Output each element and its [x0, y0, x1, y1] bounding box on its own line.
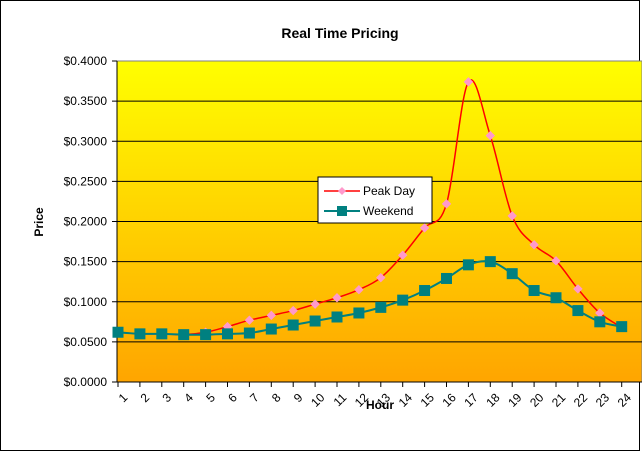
x-tick-label: 6 — [225, 390, 240, 405]
legend-label: Weekend — [363, 204, 413, 218]
data-point-peak-day — [441, 199, 452, 209]
x-tick-label: 5 — [203, 390, 218, 405]
x-tick-label: 1 — [116, 390, 131, 405]
data-point-peak-day — [288, 305, 298, 316]
y-axis-title: Price — [32, 207, 46, 237]
x-tick-label: 19 — [505, 390, 525, 410]
legend-marker-square — [337, 206, 347, 216]
data-point-weekend — [265, 323, 277, 335]
data-point-weekend — [397, 294, 409, 306]
legend-label: Peak Day — [363, 184, 415, 198]
x-tick-label: 22 — [571, 390, 591, 410]
data-point-weekend — [222, 328, 233, 340]
data-point-peak-day — [244, 315, 255, 325]
x-tick-label: 23 — [593, 390, 613, 410]
data-point-weekend — [331, 311, 343, 323]
x-tick-label: 9 — [291, 390, 306, 405]
x-tick-label: 7 — [247, 390, 262, 405]
x-tick-label: 18 — [483, 390, 503, 410]
data-point-weekend — [572, 305, 584, 317]
x-tick-label: 16 — [439, 390, 459, 410]
x-tick-label: 17 — [461, 390, 481, 410]
data-point-weekend — [200, 329, 212, 341]
chart-title: Real Time Pricing — [281, 25, 398, 41]
data-point-weekend — [419, 285, 431, 297]
y-axis-ticks: $0.0000 $0.0500 $0.1000 $0.1500 $0.2000 $0.25… — [64, 54, 117, 389]
x-tick-label: 11 — [331, 390, 350, 409]
x-tick-label: 21 — [549, 390, 569, 410]
y-tick-label: $0.3500 — [64, 94, 108, 108]
data-point-weekend — [134, 328, 146, 340]
y-tick-label: $0.1000 — [64, 295, 108, 309]
data-point-weekend — [484, 256, 496, 268]
data-point-weekend — [178, 329, 190, 341]
data-point-peak-day — [419, 223, 430, 233]
data-point-weekend — [594, 316, 606, 328]
data-point-weekend — [528, 285, 540, 297]
data-point-peak-day — [463, 77, 474, 87]
data-point-peak-day — [573, 284, 583, 294]
data-point-weekend — [156, 328, 168, 340]
legend-marker-diamond — [338, 187, 346, 195]
y-tick-label: $0.2500 — [64, 174, 108, 188]
x-tick-label: 8 — [269, 390, 284, 405]
data-point-peak-day — [310, 299, 320, 309]
data-point-weekend — [112, 326, 124, 338]
data-point-weekend — [550, 292, 562, 304]
data-point-weekend — [441, 272, 452, 284]
data-point-peak-day — [507, 211, 517, 221]
data-point-weekend — [462, 259, 474, 271]
data-point-peak-day — [332, 293, 342, 303]
data-point-peak-day — [266, 310, 277, 321]
data-point-peak-day — [485, 130, 496, 141]
x-tick-label: 10 — [308, 390, 328, 410]
y-tick-label: $0.2000 — [64, 215, 108, 229]
x-tick-label: 20 — [527, 390, 547, 410]
x-tick-label: 4 — [181, 390, 196, 405]
data-point-peak-day — [529, 240, 539, 250]
y-tick-label: $0.0500 — [64, 335, 108, 349]
data-point-peak-day — [354, 285, 364, 295]
x-tick-label: 3 — [160, 390, 175, 405]
data-point-weekend — [616, 321, 628, 333]
data-point-weekend — [375, 301, 387, 313]
x-axis-title: Hour — [366, 398, 394, 412]
x-tick-label: 2 — [138, 390, 153, 405]
data-point-weekend — [506, 268, 518, 280]
x-tick-label: 14 — [396, 390, 416, 410]
y-tick-label: $0.3000 — [64, 134, 108, 148]
y-tick-label: $0.0000 — [64, 375, 108, 389]
y-tick-label: $0.1500 — [64, 255, 108, 269]
data-point-weekend — [243, 327, 255, 339]
x-tick-label: 24 — [615, 390, 635, 410]
data-point-weekend — [309, 315, 321, 327]
data-point-peak-day — [376, 272, 386, 283]
data-point-peak-day — [397, 250, 408, 260]
data-point-weekend — [353, 307, 365, 319]
data-point-weekend — [287, 319, 299, 331]
data-point-peak-day — [551, 256, 561, 266]
series-group — [112, 77, 628, 341]
y-tick-label: $0.4000 — [64, 54, 108, 68]
legend: Peak Day Weekend — [317, 176, 433, 224]
x-tick-label: 15 — [418, 390, 438, 410]
